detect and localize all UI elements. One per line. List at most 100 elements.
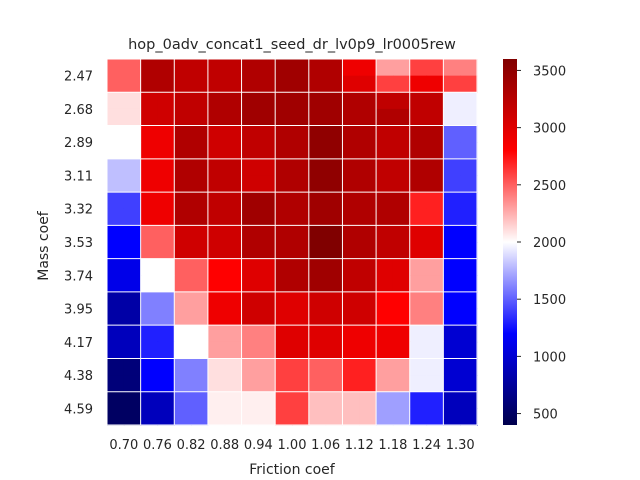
heatmap-cell <box>224 391 243 409</box>
heatmap-cell <box>258 242 276 260</box>
heatmap-cell <box>443 391 461 409</box>
heatmap-cell <box>325 142 344 160</box>
heatmap-cell <box>292 325 310 343</box>
y-tick-label: 2.68 <box>64 103 93 118</box>
heatmap-cell <box>325 59 344 77</box>
heatmap-cell <box>157 358 175 376</box>
heatmap-cell <box>107 92 125 110</box>
heatmap-cell <box>207 391 226 409</box>
heatmap-cell <box>258 258 276 276</box>
heatmap-cell <box>174 92 192 110</box>
heatmap-cell <box>157 242 175 260</box>
heatmap-cell <box>258 341 276 360</box>
heatmap-cell <box>107 308 125 326</box>
heatmap-cell <box>409 408 428 426</box>
heatmap-cell <box>292 142 310 160</box>
heatmap-cell <box>460 192 478 210</box>
heatmap-cell <box>325 341 344 360</box>
heatmap-cell <box>460 308 478 326</box>
heatmap-cell <box>376 341 394 360</box>
heatmap-cell <box>123 158 142 177</box>
heatmap-cell <box>460 375 478 393</box>
heatmap-cell <box>241 325 259 343</box>
heatmap-cell <box>342 375 360 393</box>
heatmap-cell <box>275 408 293 426</box>
heatmap-cell <box>308 341 327 360</box>
heatmap-cell <box>123 75 142 93</box>
heatmap-cell <box>342 358 360 376</box>
heatmap-cell <box>392 375 411 393</box>
heatmap-cell <box>342 75 360 93</box>
heatmap-cell <box>157 225 175 243</box>
heatmap-cell <box>174 375 192 393</box>
heatmap-cell <box>107 375 125 393</box>
heatmap-cell <box>275 142 293 160</box>
heatmap-cell <box>275 225 293 243</box>
heatmap-cell <box>292 275 310 293</box>
y-tick-label: 2.47 <box>64 70 93 85</box>
heatmap-cell <box>308 391 327 409</box>
heatmap-cell <box>123 142 142 160</box>
heatmap-cell <box>426 291 444 310</box>
x-tick-label: 0.94 <box>244 438 273 453</box>
heatmap-cell <box>409 308 428 326</box>
heatmap-cell <box>174 125 192 143</box>
heatmap-cell <box>342 158 360 177</box>
heatmap-cell <box>460 59 478 77</box>
heatmap-cell <box>342 408 360 426</box>
heatmap-cell <box>308 75 327 93</box>
colorbar-tick-label: 1500 <box>533 293 566 308</box>
heatmap-cell <box>174 275 192 293</box>
heatmap-cell <box>342 59 360 77</box>
heatmap-cell <box>359 308 377 326</box>
heatmap-cell <box>392 175 411 193</box>
heatmap-cell <box>123 59 142 77</box>
heatmap-cell <box>191 258 209 276</box>
heatmap-cell <box>140 358 159 376</box>
heatmap-cell <box>359 391 377 409</box>
heatmap-cell <box>157 108 175 127</box>
heatmap-cell <box>292 225 310 243</box>
heatmap-cell <box>392 108 411 127</box>
heatmap-cell <box>392 258 411 276</box>
heatmap-cell <box>174 242 192 260</box>
heatmap-cell <box>359 258 377 276</box>
heatmap-cell <box>325 325 344 343</box>
heatmap-cell <box>426 208 444 226</box>
heatmap-cell <box>191 175 209 193</box>
heatmap-cell <box>426 75 444 93</box>
heatmap-cell <box>157 258 175 276</box>
heatmap-cell <box>224 59 243 77</box>
heatmap-cell <box>426 275 444 293</box>
heatmap-cell <box>275 375 293 393</box>
heatmap-cell <box>359 325 377 343</box>
heatmap-cell <box>443 258 461 276</box>
heatmap-cell <box>275 92 293 110</box>
heatmap-cell <box>460 358 478 376</box>
heatmap-cell <box>392 59 411 77</box>
heatmap-cell <box>207 375 226 393</box>
heatmap-cell <box>392 242 411 260</box>
heatmap-cell <box>460 225 478 243</box>
heatmap-cell <box>308 408 327 426</box>
heatmap-cell <box>275 341 293 360</box>
heatmap-cell <box>292 59 310 77</box>
heatmap-cell <box>224 325 243 343</box>
heatmap-cell <box>207 142 226 160</box>
heatmap-cell <box>191 408 209 426</box>
heatmap-cell <box>426 391 444 409</box>
heatmap-cell <box>241 291 259 310</box>
heatmap-cell <box>426 125 444 143</box>
x-tick-label: 0.88 <box>210 438 239 453</box>
heatmap-cell <box>409 92 428 110</box>
heatmap-cell <box>308 92 327 110</box>
heatmap-cell <box>325 175 344 193</box>
heatmap-cell <box>123 175 142 193</box>
heatmap-cell <box>241 125 259 143</box>
heatmap-cell <box>207 225 226 243</box>
heatmap-cell <box>174 325 192 343</box>
heatmap-cell <box>376 92 394 110</box>
heatmap-cell <box>107 59 125 77</box>
heatmap-cell <box>426 408 444 426</box>
heatmap-cell <box>460 242 478 260</box>
